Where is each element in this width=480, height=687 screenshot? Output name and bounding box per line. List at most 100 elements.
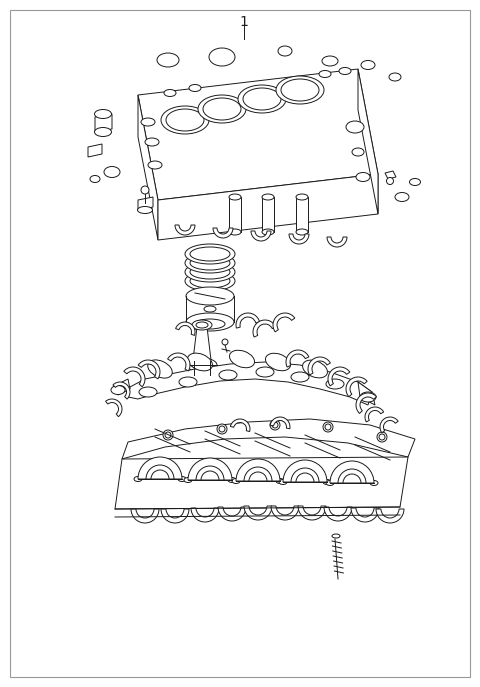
Wedge shape	[330, 461, 374, 483]
Ellipse shape	[352, 148, 364, 156]
Polygon shape	[88, 144, 102, 157]
Ellipse shape	[276, 76, 324, 104]
Ellipse shape	[157, 53, 179, 67]
Ellipse shape	[238, 85, 286, 113]
Polygon shape	[116, 379, 130, 395]
Ellipse shape	[178, 477, 186, 482]
Ellipse shape	[190, 256, 230, 270]
Ellipse shape	[256, 367, 274, 377]
Ellipse shape	[198, 95, 246, 123]
Ellipse shape	[265, 353, 290, 371]
Circle shape	[272, 422, 278, 428]
Ellipse shape	[326, 480, 334, 486]
Ellipse shape	[360, 392, 376, 402]
Ellipse shape	[148, 161, 162, 169]
Ellipse shape	[188, 353, 213, 371]
Circle shape	[379, 434, 385, 440]
Ellipse shape	[262, 194, 274, 200]
Ellipse shape	[190, 247, 230, 261]
Ellipse shape	[164, 89, 176, 96]
Ellipse shape	[192, 361, 212, 369]
Ellipse shape	[137, 207, 153, 214]
Wedge shape	[376, 509, 404, 523]
Wedge shape	[176, 322, 195, 335]
Wedge shape	[324, 507, 352, 521]
Wedge shape	[106, 399, 122, 416]
Ellipse shape	[185, 253, 235, 273]
Polygon shape	[385, 171, 396, 179]
Ellipse shape	[185, 244, 235, 264]
Ellipse shape	[195, 319, 225, 329]
Ellipse shape	[389, 73, 401, 81]
Circle shape	[141, 186, 149, 194]
Wedge shape	[138, 457, 182, 479]
Ellipse shape	[134, 477, 142, 482]
Wedge shape	[273, 313, 295, 332]
Circle shape	[191, 372, 197, 378]
Wedge shape	[236, 313, 260, 328]
Polygon shape	[296, 197, 308, 232]
Polygon shape	[128, 362, 372, 405]
Ellipse shape	[186, 287, 234, 305]
Wedge shape	[380, 417, 398, 433]
Ellipse shape	[204, 306, 216, 312]
Ellipse shape	[209, 48, 235, 66]
Wedge shape	[365, 407, 384, 422]
Ellipse shape	[262, 229, 274, 235]
Wedge shape	[271, 506, 299, 520]
Circle shape	[207, 372, 213, 378]
Wedge shape	[188, 458, 232, 480]
Wedge shape	[213, 228, 233, 238]
Wedge shape	[113, 382, 130, 399]
Ellipse shape	[95, 109, 111, 118]
Wedge shape	[244, 467, 272, 481]
Ellipse shape	[203, 98, 241, 120]
Ellipse shape	[184, 477, 192, 482]
Ellipse shape	[296, 229, 308, 235]
Polygon shape	[229, 197, 241, 232]
Ellipse shape	[339, 67, 351, 74]
Ellipse shape	[276, 479, 284, 484]
Circle shape	[222, 339, 228, 345]
Circle shape	[323, 422, 333, 432]
Ellipse shape	[95, 128, 111, 137]
Ellipse shape	[228, 477, 236, 482]
Ellipse shape	[291, 372, 309, 382]
Ellipse shape	[322, 56, 338, 66]
Wedge shape	[338, 469, 366, 483]
Ellipse shape	[145, 138, 159, 146]
Ellipse shape	[229, 194, 241, 200]
Wedge shape	[218, 507, 246, 521]
Ellipse shape	[409, 179, 420, 185]
Ellipse shape	[332, 534, 340, 538]
Wedge shape	[146, 465, 174, 479]
Wedge shape	[283, 460, 327, 482]
Wedge shape	[356, 393, 376, 414]
Wedge shape	[131, 509, 159, 523]
Circle shape	[163, 430, 173, 440]
Circle shape	[325, 424, 331, 430]
Wedge shape	[168, 353, 190, 371]
Ellipse shape	[187, 358, 217, 372]
Ellipse shape	[141, 118, 155, 126]
Ellipse shape	[192, 320, 212, 330]
Wedge shape	[161, 509, 189, 523]
Wedge shape	[244, 506, 272, 520]
Circle shape	[219, 426, 225, 432]
Wedge shape	[351, 508, 379, 522]
Ellipse shape	[111, 385, 125, 394]
Wedge shape	[191, 508, 219, 522]
Polygon shape	[158, 174, 378, 240]
Ellipse shape	[346, 121, 364, 133]
Ellipse shape	[323, 480, 331, 484]
Wedge shape	[175, 225, 195, 235]
Ellipse shape	[326, 379, 344, 389]
Polygon shape	[138, 197, 153, 210]
Circle shape	[386, 177, 394, 185]
Ellipse shape	[395, 192, 409, 201]
Ellipse shape	[104, 166, 120, 177]
Wedge shape	[124, 367, 145, 387]
Polygon shape	[193, 327, 211, 360]
Polygon shape	[358, 69, 378, 214]
Ellipse shape	[302, 360, 327, 378]
